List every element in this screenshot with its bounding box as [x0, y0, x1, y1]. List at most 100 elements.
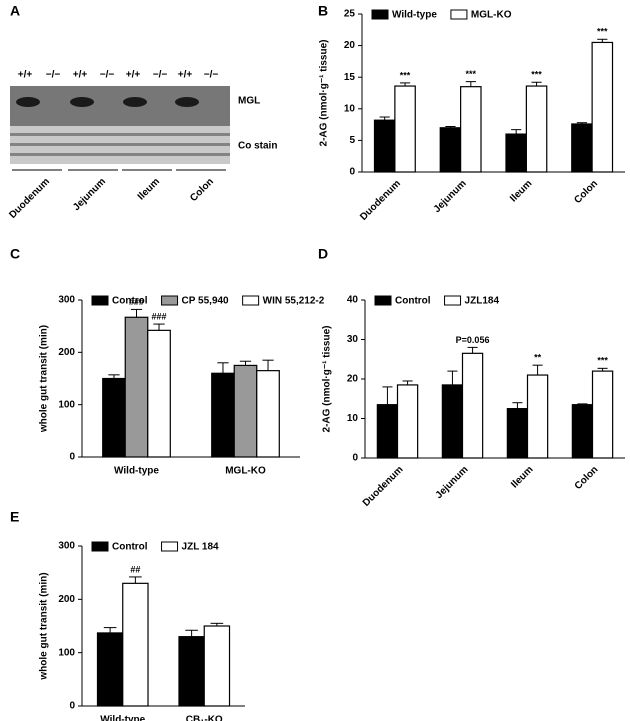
legend-swatch	[161, 295, 179, 306]
y-tick-label: 0	[69, 452, 75, 463]
legend-swatch	[161, 541, 179, 552]
x-tick-label: Ileum	[508, 178, 534, 204]
legend-label: Wild-type	[392, 10, 437, 21]
bar	[591, 41, 614, 173]
bar	[396, 384, 419, 459]
legend-swatch	[444, 295, 462, 306]
x-tick-label: Jejunum	[434, 464, 471, 501]
bar	[506, 408, 529, 459]
y-tick-label: 100	[58, 399, 75, 410]
y-tick-label: 10	[344, 103, 356, 114]
bar	[525, 85, 548, 173]
stain-lines	[10, 133, 230, 156]
x-tick-label: MGL-KO	[225, 466, 266, 477]
significance: **	[534, 353, 542, 363]
bar	[102, 377, 126, 458]
genotype-label: −/−	[46, 70, 61, 81]
bar	[505, 133, 527, 173]
bar	[441, 384, 464, 459]
blot-label: MGL	[238, 96, 260, 107]
tissue-label: Ileum	[136, 176, 162, 202]
significance: ***	[597, 27, 608, 37]
panel-letter: E	[10, 509, 19, 525]
legend-label: CP 55,940	[182, 296, 230, 307]
y-axis-label: whole gut transit (min)	[39, 325, 50, 433]
significance: ***	[531, 70, 542, 80]
legend-label: Control	[395, 296, 431, 307]
blot-label: Co stain	[238, 141, 277, 152]
y-tick-label: 15	[344, 72, 356, 83]
x-tick-label: Colon	[572, 178, 600, 206]
significance: P=0.056	[456, 335, 490, 345]
legend-swatch	[450, 9, 468, 20]
bar	[233, 364, 258, 458]
significance: ***	[597, 356, 608, 366]
genotype-label: −/−	[153, 70, 168, 81]
y-tick-label: 25	[344, 9, 356, 20]
blot-band-area	[10, 86, 230, 126]
panel-letter: A	[10, 3, 20, 19]
y-tick-label: 20	[344, 40, 356, 51]
y-tick-label: 200	[58, 594, 75, 605]
bar	[591, 370, 614, 459]
legend-label: MGL-KO	[471, 10, 512, 21]
x-tick-label: Duodenum	[361, 464, 406, 509]
bar	[122, 582, 149, 707]
x-tick-label: Wild-type	[114, 466, 159, 477]
bar	[373, 119, 396, 173]
blot-bands	[16, 97, 199, 107]
significance: ###	[152, 311, 167, 321]
bar	[571, 404, 594, 459]
significance: ###	[129, 297, 144, 307]
significance: ***	[400, 70, 411, 80]
significance: ##	[130, 564, 140, 574]
legend-swatch	[91, 541, 109, 552]
x-tick-label: Duodenum	[358, 178, 403, 223]
panel-letter: D	[318, 246, 328, 262]
bar	[178, 636, 205, 707]
genotype-label: −/−	[204, 70, 219, 81]
genotype-label: +/+	[18, 70, 33, 81]
blot-panel: A +/+ −/− +/+ −/− +/+ −/− +/+ −/− MGL Co…	[7, 3, 277, 221]
bar	[124, 316, 149, 458]
bar	[147, 329, 171, 458]
genotype-label: +/+	[126, 70, 141, 81]
bar	[203, 625, 231, 707]
tissue-label: Duodenum	[7, 176, 52, 221]
y-tick-label: 0	[352, 453, 358, 464]
significance: ***	[466, 69, 477, 79]
bar	[526, 374, 549, 459]
y-tick-label: 10	[347, 413, 359, 424]
legend-swatch	[242, 295, 260, 306]
bar	[211, 372, 235, 458]
tissue-label: Colon	[188, 176, 216, 204]
legend-label: JZL 184	[182, 542, 219, 553]
bar	[256, 370, 280, 458]
genotype-label: +/+	[73, 70, 88, 81]
y-tick-label: 0	[349, 167, 355, 178]
y-tick-label: 300	[58, 541, 75, 552]
panel-letter: C	[10, 246, 20, 262]
x-tick-label: Wild-type	[100, 715, 145, 721]
y-axis-label: 2-AG (nmol·g⁻¹ tissue)	[319, 40, 330, 147]
genotype-label: −/−	[100, 70, 115, 81]
y-tick-label: 40	[347, 295, 359, 306]
x-tick-label: Jejunum	[432, 178, 469, 215]
y-tick-label: 20	[347, 374, 359, 385]
legend-swatch	[91, 295, 109, 306]
bar	[461, 352, 484, 459]
bar	[394, 85, 416, 173]
legend-label: WIN 55,212-2	[263, 296, 325, 307]
x-tick-label: Ileum	[509, 464, 535, 490]
x-tick-label: Colon	[573, 464, 601, 492]
genotype-label: +/+	[178, 70, 193, 81]
legend-label: Control	[112, 542, 148, 553]
y-tick-label: 30	[347, 334, 359, 345]
x-tick-label: CB₁-KO	[186, 715, 223, 721]
bar	[96, 632, 124, 707]
bar	[571, 123, 593, 173]
legend-swatch	[371, 9, 389, 20]
y-tick-label: 100	[58, 647, 75, 658]
panel-letter: B	[318, 3, 328, 19]
